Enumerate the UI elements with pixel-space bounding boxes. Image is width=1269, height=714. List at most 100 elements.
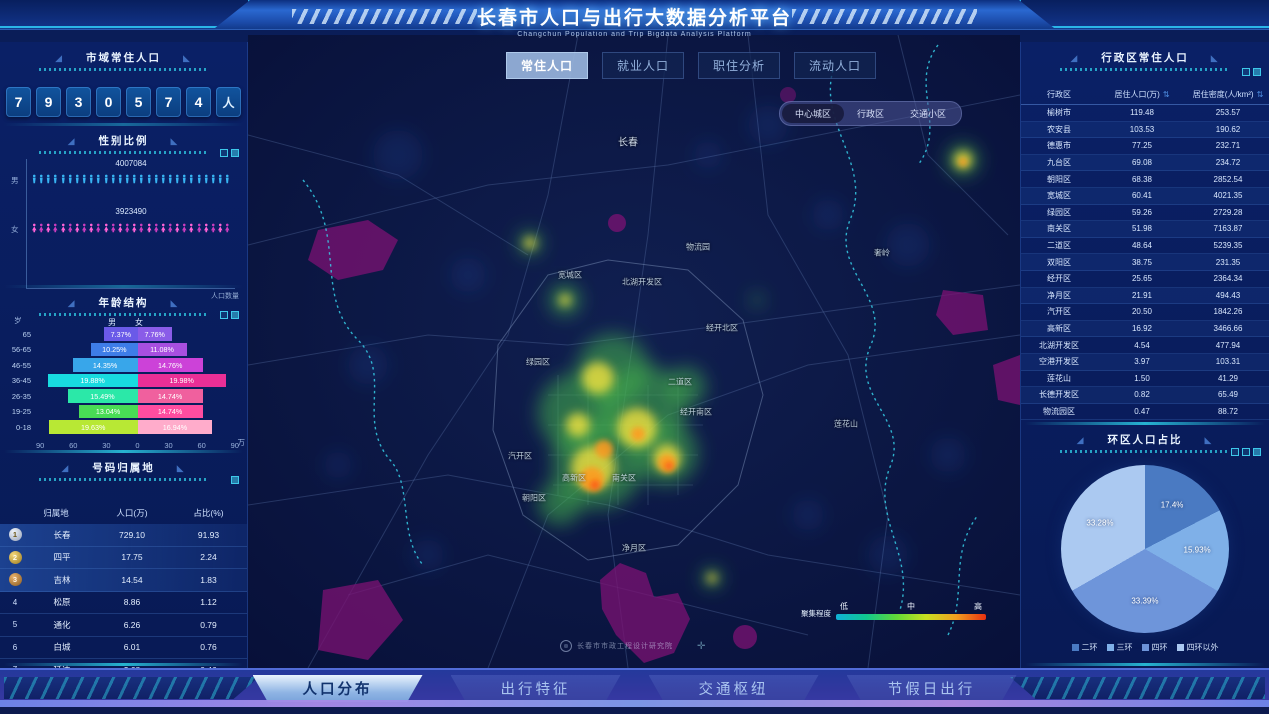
district-population: 0.47 bbox=[1134, 406, 1150, 416]
title-underline bbox=[38, 313, 209, 316]
attribution-population: 729.10 bbox=[119, 529, 145, 540]
district-row: 朝阳区 68.38 2852.54 bbox=[1021, 171, 1269, 188]
map-tab-3[interactable]: 职住分析 bbox=[698, 52, 781, 79]
attribution-table-body: 1 长春 729.10 91.93 2 四平 17.75 2.24 3 吉林 14.54 1.83 4 松… bbox=[0, 524, 247, 682]
female-person-icon bbox=[160, 221, 167, 236]
district-row: 双阳区 38.75 231.35 bbox=[1021, 254, 1269, 271]
panel-title: 行政区常住人口 bbox=[1101, 52, 1189, 64]
age-group-row: 46-55 14.35% 14.76% bbox=[8, 358, 239, 372]
bottom-nav-3[interactable]: 交通枢纽 bbox=[648, 675, 819, 702]
age-group-label: 0-18 bbox=[15, 422, 31, 432]
separator bbox=[4, 663, 243, 666]
district-row: 德惠市 77.25 232.71 bbox=[1021, 138, 1269, 155]
age-bar-male: 14.35% bbox=[72, 358, 138, 372]
pie-legend-item[interactable]: 四环以外 bbox=[1176, 642, 1219, 653]
district-name: 德惠市 bbox=[1047, 141, 1071, 151]
map-tab-2[interactable]: 就业人口 bbox=[602, 52, 685, 79]
bottom-nav-2[interactable]: 出行特征 bbox=[450, 675, 621, 702]
right-sidebar: ◢ 行政区常住人口 ◣ 行政区 居住人口(万) ⇅ 居住密度(人/km²) ⇅ 榆树市 1… bbox=[1020, 42, 1269, 668]
panel-gender-ratio: ◢ 性别比例 ◣ 4007084 男 3923490 女 人口数量 bbox=[0, 125, 247, 300]
separator bbox=[4, 450, 243, 453]
toolbox-data-icon[interactable] bbox=[1242, 448, 1250, 456]
panel-title: 年龄结构 bbox=[98, 297, 149, 309]
toolbox-save-icon[interactable] bbox=[220, 149, 228, 157]
district-name: 经开区 bbox=[1047, 274, 1071, 284]
pie-legend-item[interactable]: 二环 bbox=[1071, 642, 1098, 653]
district-population: 0.82 bbox=[1134, 390, 1150, 400]
toolbox-save-icon[interactable] bbox=[220, 311, 228, 319]
bottom-nav-1[interactable]: 人口分布 bbox=[252, 675, 423, 702]
district-name: 宽城区 bbox=[1047, 191, 1071, 201]
female-person-icon bbox=[74, 221, 81, 236]
toolbox-view-icon[interactable] bbox=[231, 149, 239, 157]
sort-icon-population[interactable]: ⇅ bbox=[1162, 90, 1170, 99]
district-name: 汽开区 bbox=[1047, 307, 1071, 317]
age-bar-female: 14.74% bbox=[137, 389, 203, 403]
bottom-nav-4[interactable]: 节假日出行 bbox=[846, 675, 1017, 702]
map-mode-1[interactable]: 中心城区 bbox=[781, 104, 844, 123]
title-underline bbox=[38, 478, 209, 481]
female-person-icon bbox=[103, 221, 110, 236]
male-person-icon bbox=[81, 172, 88, 187]
toolbox-view-icon[interactable] bbox=[231, 311, 239, 319]
map-tab-4[interactable]: 流动人口 bbox=[794, 52, 877, 79]
district-name: 农安县 bbox=[1047, 124, 1071, 134]
age-bar-male: 13.04% bbox=[78, 404, 138, 419]
toolbox-view-icon[interactable] bbox=[1253, 448, 1261, 456]
heat-legend-mid: 中 bbox=[907, 602, 915, 611]
male-person-icon bbox=[160, 172, 167, 187]
female-person-icon bbox=[31, 221, 38, 236]
column-header: 人口(万) bbox=[116, 508, 148, 518]
toolbox-save-icon[interactable] bbox=[1242, 68, 1250, 76]
title-triangle-left-icon: ◢ bbox=[1076, 435, 1086, 445]
attribution-population: 6.01 bbox=[123, 642, 141, 653]
attribution-percent: 2.24 bbox=[200, 552, 217, 563]
district-row: 南关区 51.98 7163.87 bbox=[1021, 221, 1269, 238]
district-row: 汽开区 20.50 1842.26 bbox=[1021, 304, 1269, 321]
female-person-icon bbox=[67, 221, 74, 236]
district-table-body: 榆树市 119.48 253.57 农安县 103.53 190.62 德惠市 77.25 23… bbox=[1021, 105, 1269, 421]
header-decoration-right bbox=[1019, 0, 1269, 28]
heatmap-map[interactable]: 常住人口 就业人口 职住分析 流动人口 中心城区 行政区 交通小区 长春 物流园 奢岭 宽城区北… bbox=[248, 35, 1020, 668]
male-person-icon bbox=[124, 172, 131, 187]
district-name: 南关区 bbox=[1047, 224, 1071, 234]
district-population: 1.50 bbox=[1134, 373, 1150, 383]
panel-title: 号码归属地 bbox=[92, 462, 155, 474]
counter-digit: 4 bbox=[186, 87, 211, 117]
district-density: 1842.26 bbox=[1213, 307, 1243, 317]
female-person-icon bbox=[131, 221, 138, 236]
pie-slice-label: 17.4% bbox=[1160, 500, 1184, 509]
age-group-row: 19-25 13.04% 14.74% bbox=[8, 404, 239, 419]
age-group-row: 26-35 15.49% 14.74% bbox=[8, 389, 239, 403]
x-tick: 60 bbox=[69, 441, 78, 450]
male-person-icon bbox=[188, 172, 195, 187]
y-axis-unit: 岁 bbox=[14, 316, 22, 325]
rank-cell: 4 bbox=[12, 597, 18, 607]
district-row: 空港开发区 3.97 103.31 bbox=[1021, 353, 1269, 371]
attribution-percent: 0.79 bbox=[200, 619, 217, 630]
district-population: 103.53 bbox=[1129, 124, 1155, 134]
male-person-icon bbox=[153, 172, 160, 187]
age-group-row: 0-18 19.63% 16.94% bbox=[8, 420, 239, 434]
toolbox-save-icon[interactable] bbox=[1231, 448, 1239, 456]
district-density: 2364.34 bbox=[1213, 274, 1243, 284]
map-mode-2[interactable]: 行政区 bbox=[856, 109, 884, 119]
bottom-nav: 人口分布 出行特征 交通枢纽 节假日出行 bbox=[252, 675, 1017, 702]
pie-legend-item[interactable]: 三环 bbox=[1106, 642, 1133, 653]
panel-ring-population: ◢ 环区人口占比 ◣ 17.4% 15.93% 33.39% 33.28% 二环 三环 四环四… bbox=[1021, 424, 1269, 668]
map-tab-1[interactable]: 常住人口 bbox=[506, 52, 589, 79]
ring-pie-chart: 17.4% 15.93% 33.39% 33.28% bbox=[1061, 465, 1229, 633]
attribution-name: 白城 bbox=[53, 642, 71, 653]
toolbox-view-icon[interactable] bbox=[231, 476, 239, 484]
heat-legend-high: 高 bbox=[974, 602, 982, 611]
title-triangle-left-icon: ◢ bbox=[67, 136, 77, 146]
toolbox-view-icon[interactable] bbox=[1253, 68, 1261, 76]
sort-icon-density[interactable]: ⇅ bbox=[1256, 90, 1264, 99]
map-mode-3[interactable]: 交通小区 bbox=[909, 109, 946, 119]
x-tick: 0 bbox=[135, 441, 140, 450]
rank-cell: 6 bbox=[12, 642, 18, 652]
x-tick: 30 bbox=[102, 441, 111, 450]
pie-legend-item[interactable]: 四环 bbox=[1141, 642, 1168, 653]
